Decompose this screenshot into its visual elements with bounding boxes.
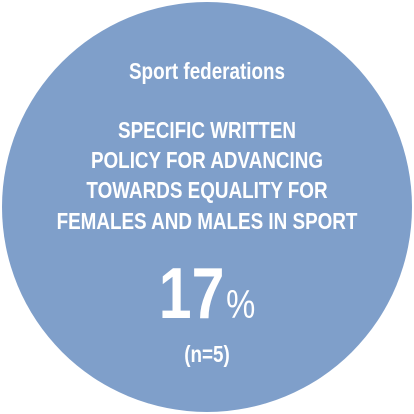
stat-note: (n=5) xyxy=(184,342,230,367)
title: Sport federations xyxy=(129,59,285,84)
heading-line: TOWARDS EQUALITY FOR xyxy=(86,178,327,203)
stat: 17% xyxy=(159,252,255,333)
heading-line: FEMALES AND MALES IN SPORT xyxy=(57,209,358,234)
stat-value: 17 xyxy=(159,252,225,333)
text-group: Sport federations SPECIFIC WRITTEN POLIC… xyxy=(57,59,358,367)
heading-line: POLICY FOR ADVANCING xyxy=(91,148,323,173)
stat-unit: % xyxy=(226,282,255,327)
heading-line: SPECIFIC WRITTEN xyxy=(118,118,296,143)
